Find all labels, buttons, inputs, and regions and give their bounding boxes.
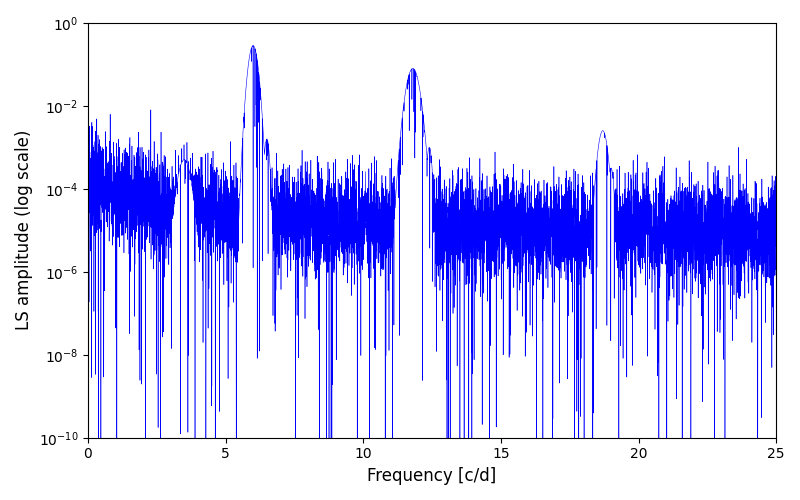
Y-axis label: LS amplitude (log scale): LS amplitude (log scale) — [15, 130, 33, 330]
X-axis label: Frequency [c/d]: Frequency [c/d] — [367, 467, 497, 485]
